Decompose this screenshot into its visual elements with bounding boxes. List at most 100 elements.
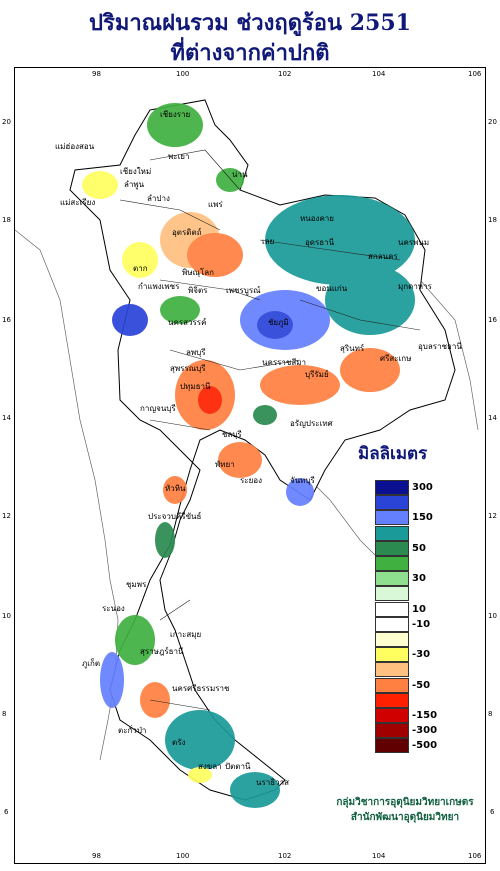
place-label: นราธิวาส — [256, 778, 290, 787]
lat-tick-12-left: 12 — [2, 512, 11, 520]
lat-tick-10-right: 10 — [488, 612, 497, 620]
lon-tick-106-bottom: 106 — [468, 852, 482, 860]
lon-tick-106-top: 106 — [468, 70, 482, 78]
legend-label: -500 — [412, 740, 438, 752]
place-label: ลำพูน — [124, 180, 145, 189]
legend-swatch — [375, 738, 409, 754]
legend-label: 10 — [412, 603, 426, 615]
place-label: เชียงใหม่ — [120, 167, 152, 176]
lon-tick-104-bottom: 104 — [372, 852, 386, 860]
place-label: พัทยา — [215, 460, 235, 469]
place-label: ประจวบคีรีขันธ์ — [148, 512, 202, 521]
legend-label: 50 — [412, 542, 426, 554]
place-label: ตรัง — [172, 738, 186, 747]
place-label: สุพรรณบุรี — [170, 364, 206, 373]
place-label: อรัญประเทศ — [290, 419, 333, 428]
lat-tick-14-right: 14 — [488, 414, 497, 422]
map-frame — [14, 67, 486, 864]
legend-swatch — [375, 480, 409, 495]
lat-tick-18-left: 18 — [2, 216, 11, 224]
legend-title: มิลลิเมตร — [358, 444, 428, 464]
place-label: ศรีสะเกษ — [380, 354, 412, 363]
place-label: เชียงราย — [160, 110, 191, 119]
province-boundaries — [119, 149, 421, 711]
place-label: แม่ฮ่องสอน — [55, 142, 95, 151]
legend-swatch — [375, 540, 409, 556]
place-label: นครพนม — [398, 238, 430, 247]
legend-label: -50 — [412, 679, 431, 691]
legend-swatch — [375, 586, 409, 602]
legend-swatch — [375, 495, 409, 511]
place-label: สุรินทร์ — [340, 344, 365, 353]
lon-tick-98-bottom: 98 — [92, 852, 101, 860]
place-label: นครศรีธรรมราช — [172, 684, 230, 693]
place-label: เกาะสมุย — [170, 630, 202, 639]
lon-tick-100-bottom: 100 — [176, 852, 190, 860]
legend-label: -10 — [412, 618, 431, 630]
place-label: พะเยา — [168, 152, 190, 161]
anomaly-zones — [82, 103, 415, 808]
lat-tick-20-left: 20 — [2, 118, 11, 126]
lat-tick-8-right: 8 — [488, 710, 493, 718]
place-label: ปัตตานี — [225, 762, 251, 771]
legend-swatch — [375, 525, 409, 541]
legend-label: 30 — [412, 573, 426, 585]
legend-swatch — [375, 677, 409, 693]
lat-tick-16-right: 16 — [488, 316, 497, 324]
lat-tick-10-left: 10 — [2, 612, 11, 620]
legend-swatch — [375, 632, 409, 647]
legend-swatch — [375, 601, 409, 617]
place-label: ภูเก็ต — [82, 659, 101, 668]
legend-swatch — [375, 723, 409, 739]
lat-tick-6-right: 6 — [490, 808, 495, 816]
lat-tick-6-left: 6 — [4, 808, 9, 816]
place-label: สุราษฎร์ธานี — [140, 647, 184, 656]
place-label: อุตรดิตถ์ — [172, 228, 202, 237]
legend-label: 150 — [412, 512, 433, 524]
place-label: พิษณุโลก — [182, 268, 215, 277]
place-label: นครราชสีมา — [262, 358, 306, 367]
place-label: หัวหิน — [165, 484, 186, 493]
legend-label: -300 — [412, 725, 438, 737]
legend-swatch — [375, 647, 409, 663]
lon-tick-104-top: 104 — [372, 70, 386, 78]
place-label: มุกดาหาร — [398, 282, 432, 291]
legend-label: -30 — [412, 649, 431, 661]
place-label: ลพบุรี — [186, 348, 206, 357]
legend-swatch — [375, 662, 409, 678]
place-label: แม่สะเรียง — [60, 198, 96, 207]
lat-tick-18-right: 18 — [488, 216, 497, 224]
place-label: แพร่ — [208, 200, 223, 209]
place-label: ตะกั่วป่า — [118, 726, 147, 735]
credit-line2: สำนักพัฒนาอุตุนิยมวิทยา — [350, 812, 460, 823]
map-title-line1: ปริมาณฝนรวม ช่วงฤดูร้อน 2551 — [89, 10, 411, 36]
lon-tick-102-bottom: 102 — [278, 852, 292, 860]
legend-swatch — [375, 692, 409, 708]
lat-tick-12-right: 12 — [488, 512, 497, 520]
place-label: ระนอง — [102, 604, 125, 613]
legend-swatch — [375, 616, 409, 632]
place-label: หนองคาย — [300, 214, 334, 223]
lon-tick-102-top: 102 — [278, 70, 292, 78]
place-label: อุดรธานี — [305, 238, 335, 247]
place-label: กำแพงเพชร — [138, 282, 180, 291]
legend-swatch — [375, 556, 409, 571]
place-label: กาญจนบุรี — [140, 404, 176, 413]
legend-swatch — [375, 571, 409, 587]
lon-tick-100-top: 100 — [176, 70, 190, 78]
legend-label: 300 — [412, 482, 433, 493]
place-label: พิจิตร — [188, 286, 208, 295]
place-label: น่าน — [232, 170, 248, 179]
place-label: เพชรบูรณ์ — [226, 286, 261, 295]
place-label: สกลนคร — [368, 252, 398, 261]
place-label: สงขลา — [198, 762, 222, 771]
place-label: บุรีรัมย์ — [305, 370, 329, 379]
place-label: ชลบุรี — [222, 430, 242, 439]
place-label: จันทบุรี — [290, 476, 315, 485]
place-label: ปทุมธานี — [180, 382, 211, 391]
legend-swatch — [375, 708, 409, 723]
place-label: ตาก — [133, 264, 148, 273]
place-label: ลำปาง — [147, 194, 170, 203]
lat-tick-16-left: 16 — [2, 316, 11, 324]
place-label: ขอนแก่น — [316, 284, 348, 293]
